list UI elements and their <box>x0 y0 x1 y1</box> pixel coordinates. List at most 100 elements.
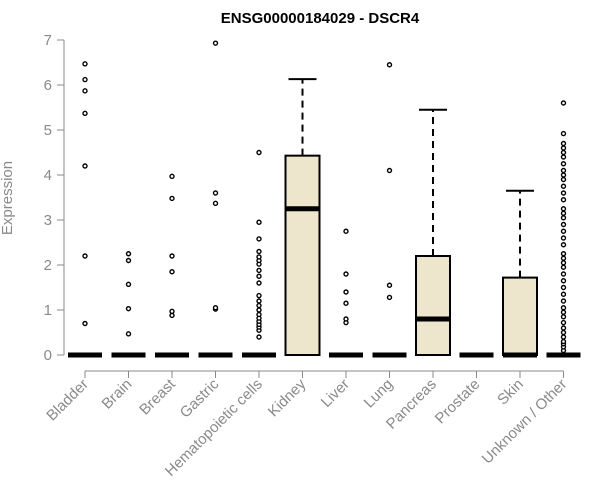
outlier-point <box>256 280 262 286</box>
outlier-point <box>82 88 88 94</box>
outlier-point <box>169 308 175 315</box>
y-tick-label: 4 <box>44 167 52 184</box>
outlier-point <box>560 251 567 257</box>
outlier-point <box>560 228 567 234</box>
outlier-point <box>82 163 88 169</box>
outlier-point <box>343 228 349 234</box>
outlier-point <box>560 278 567 284</box>
outlier-point <box>125 331 132 337</box>
outlier-point <box>560 100 567 106</box>
outlier-point <box>560 319 567 326</box>
y-tick-label: 6 <box>44 77 52 94</box>
outlier-point <box>560 130 567 137</box>
box-group <box>111 251 146 358</box>
box-series <box>68 40 581 358</box>
outlier-point <box>125 305 132 312</box>
outlier-point <box>560 338 567 345</box>
box-rect <box>502 276 538 357</box>
outlier-point <box>560 149 567 156</box>
box-group <box>242 149 276 358</box>
outlier-point <box>212 190 219 196</box>
x-tick-label: Brain <box>99 376 136 413</box>
box-rect <box>284 154 321 356</box>
outlier-point <box>256 149 262 156</box>
outlier-point <box>125 281 132 288</box>
outlier-point <box>256 311 262 318</box>
box-group <box>415 108 451 356</box>
outlier-point <box>560 242 567 248</box>
chart-title: ENSG00000184029 - DSCR4 <box>221 10 420 27</box>
outlier-point <box>560 255 567 261</box>
outlier-point <box>82 110 88 117</box>
outlier-point <box>560 271 567 277</box>
outlier-point <box>125 257 132 264</box>
outlier-point <box>82 320 88 327</box>
outlier-point <box>560 140 567 147</box>
x-tick-label: Liver <box>318 376 353 411</box>
y-tick-label: 2 <box>44 257 52 274</box>
outlier-point <box>256 267 262 274</box>
x-tick-label: Breast <box>136 375 179 418</box>
outlier-point <box>560 167 567 174</box>
box-group <box>155 173 189 358</box>
outlier-point <box>256 254 262 260</box>
outlier-point <box>560 291 567 297</box>
x-tick-label: Prostate <box>432 376 484 428</box>
outlier-point <box>256 298 262 304</box>
outlier-point <box>560 325 567 331</box>
box-group <box>372 62 407 358</box>
outlier-point <box>212 40 219 46</box>
outlier-point <box>560 260 567 266</box>
outlier-point <box>560 176 567 183</box>
outlier-point <box>82 253 88 259</box>
outlier-point <box>560 206 567 212</box>
x-tick-label: Skin <box>494 376 527 409</box>
y-axis: 0 1 2 3 4 5 6 7 <box>44 32 65 364</box>
outlier-point <box>386 282 393 288</box>
box-group <box>284 78 321 356</box>
outlier-point <box>560 314 567 320</box>
outlier-point <box>560 215 567 221</box>
outlier-point <box>82 76 88 83</box>
outlier-point <box>560 145 567 151</box>
x-tick-label: Bladder <box>43 376 92 425</box>
y-tick-label: 3 <box>44 212 52 229</box>
outlier-point <box>256 273 262 279</box>
outlier-point <box>343 271 349 277</box>
box-group <box>198 40 233 358</box>
outlier-point <box>560 305 567 311</box>
outlier-point <box>256 236 262 242</box>
outlier-point <box>560 190 567 196</box>
outlier-point <box>386 294 393 301</box>
box-group <box>329 228 363 358</box>
box-rect <box>415 255 451 356</box>
outlier-point <box>560 264 567 270</box>
outlier-point <box>212 305 219 311</box>
outlier-point <box>256 219 262 225</box>
outlier-point <box>560 221 567 228</box>
outlier-point <box>82 61 88 67</box>
outlier-point <box>560 183 567 189</box>
outlier-point <box>212 200 219 207</box>
outlier-point <box>256 292 262 299</box>
outlier-point <box>169 195 175 202</box>
outlier-point <box>560 210 567 216</box>
outlier-point <box>560 235 567 241</box>
outlier-point <box>256 307 262 313</box>
box-group <box>546 100 581 358</box>
x-tick-label: Kidney <box>265 375 310 420</box>
x-tick-label: Lung <box>361 376 397 412</box>
outlier-point <box>256 302 262 309</box>
outlier-point <box>560 309 567 315</box>
outlier-point <box>343 289 349 295</box>
outlier-point <box>169 173 175 180</box>
outlier-point <box>560 329 567 336</box>
y-axis-label: Expression <box>0 161 16 235</box>
outlier-point <box>560 154 567 160</box>
outlier-point <box>560 172 567 178</box>
outlier-point <box>169 269 175 275</box>
outlier-point <box>256 334 262 340</box>
outlier-point <box>560 197 567 203</box>
outlier-point <box>386 62 393 68</box>
